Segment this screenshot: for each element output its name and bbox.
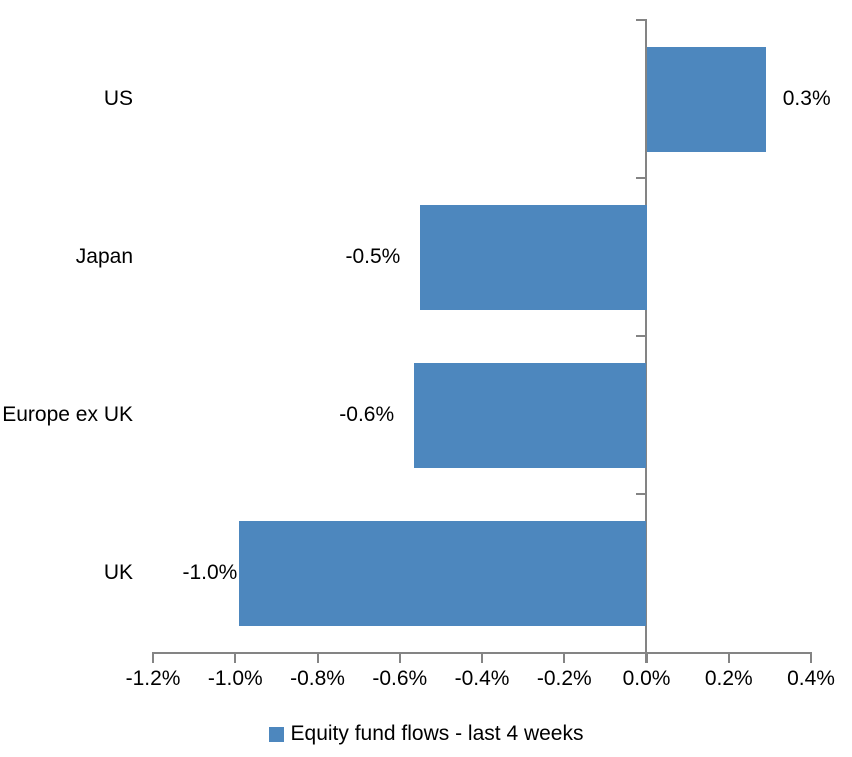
value-axis-tick xyxy=(234,652,237,663)
legend: Equity fund flows - last 4 weeks xyxy=(0,720,852,748)
value-axis-tick-label: -1.2% xyxy=(125,667,181,690)
bar-europe-ex-uk xyxy=(414,362,647,468)
category-label-us: US xyxy=(103,87,133,110)
category-axis-tick xyxy=(636,335,645,337)
value-axis-tick-label: -0.6% xyxy=(372,667,428,690)
data-label-japan: -0.5% xyxy=(345,245,401,268)
category-axis-tick xyxy=(636,177,645,179)
value-axis-tick-label: -0.4% xyxy=(454,667,510,690)
category-label-europe-ex-uk: Europe ex UK xyxy=(2,403,133,426)
value-axis-tick xyxy=(645,652,648,663)
category-label-uk: UK xyxy=(103,561,133,584)
value-axis-tick-label: -1.0% xyxy=(207,667,263,690)
value-axis-tick xyxy=(727,652,730,663)
bar-japan xyxy=(420,204,647,310)
value-axis-tick xyxy=(316,652,319,663)
value-axis-tick xyxy=(481,652,483,663)
value-axis-tick xyxy=(563,652,566,663)
value-axis-tick-label: -0.8% xyxy=(290,667,345,690)
value-axis-tick xyxy=(810,652,812,663)
value-axis-tick-label: 0.4% xyxy=(787,667,835,690)
bar-us xyxy=(646,46,766,152)
category-axis-line xyxy=(645,19,647,663)
value-axis-tick-label: 0.2% xyxy=(704,667,753,690)
legend-swatch-icon xyxy=(268,726,284,742)
category-axis-tick xyxy=(636,493,645,495)
category-axis-tick xyxy=(636,19,645,21)
value-axis-tick xyxy=(398,652,401,663)
data-label-uk: -1.0% xyxy=(182,561,238,584)
bar-uk xyxy=(239,520,647,626)
value-axis-tick-label: -0.2% xyxy=(536,667,592,690)
value-axis-tick-label: 0.0% xyxy=(622,667,671,690)
category-label-japan: Japan xyxy=(75,245,133,268)
value-axis-tick xyxy=(152,652,154,663)
data-label-europe-ex-uk: -0.6% xyxy=(339,403,395,426)
data-label-us: 0.3% xyxy=(782,87,831,110)
legend-label: Equity fund flows - last 4 weeks xyxy=(290,722,584,745)
